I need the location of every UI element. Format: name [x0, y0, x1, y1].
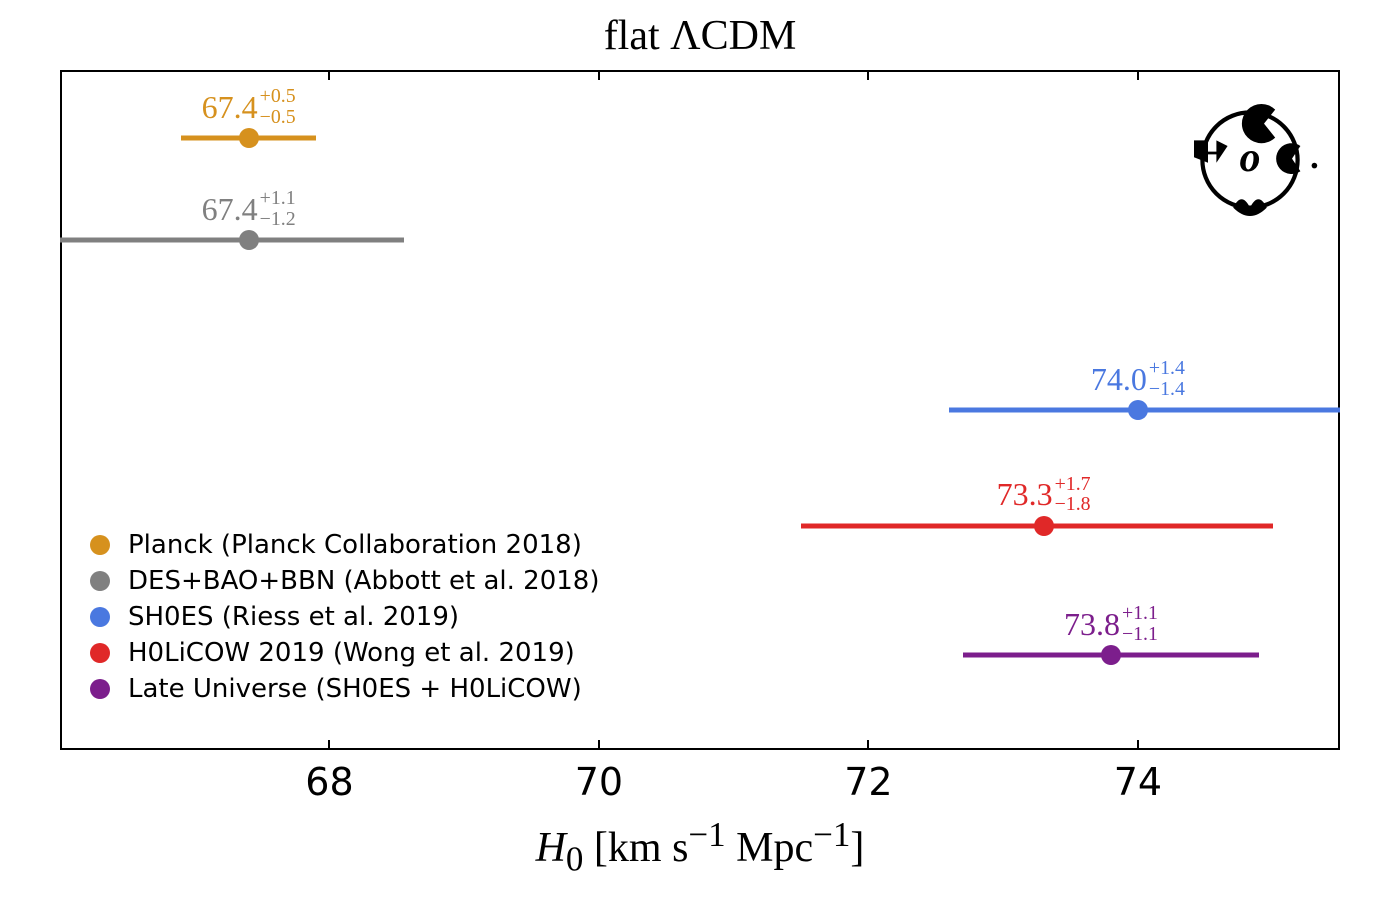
xtick-label: 74	[1114, 760, 1162, 804]
legend-label: Planck (Planck Collaboration 2018)	[128, 530, 582, 560]
data-point-planck	[239, 128, 259, 148]
svg-text:o: o	[1240, 135, 1261, 181]
tick-mark	[1137, 740, 1139, 750]
tick-mark	[598, 70, 600, 80]
value-label-planck: 67.4+0.5−0.5	[202, 86, 296, 128]
xtick-label: 72	[844, 760, 892, 804]
tick-mark	[867, 70, 869, 80]
holicow-logo-icon: o	[1180, 90, 1320, 235]
tick-mark	[867, 740, 869, 750]
data-point-shoes	[1128, 400, 1148, 420]
xtick-label: 70	[575, 760, 623, 804]
value-label-shoes: 74.0+1.4−1.4	[1091, 358, 1185, 400]
tick-mark	[598, 740, 600, 750]
x-axis-label: H0 [km s−1 Mpc−1]	[0, 815, 1400, 879]
legend-label: SH0ES (Riess et al. 2019)	[128, 602, 459, 632]
legend-label: Late Universe (SH0ES + H0LiCOW)	[128, 674, 582, 704]
legend-item-late: Late Universe (SH0ES + H0LiCOW)	[90, 674, 600, 704]
value-label-late: 73.8+1.1−1.1	[1064, 603, 1158, 645]
legend-marker-icon	[90, 679, 110, 699]
legend-marker-icon	[90, 643, 110, 663]
legend-marker-icon	[90, 535, 110, 555]
chart-title: flat ΛCDM	[0, 12, 1400, 60]
tick-mark	[1137, 70, 1139, 80]
legend-marker-icon	[90, 607, 110, 627]
tick-mark	[328, 740, 330, 750]
tick-mark	[328, 70, 330, 80]
legend-label: H0LiCOW 2019 (Wong et al. 2019)	[128, 638, 575, 668]
xtick-label: 68	[305, 760, 353, 804]
chart-container: flat ΛCDM 68 70 72 74 H0 [km s−1 Mpc−1] 67.4+0…	[0, 0, 1400, 900]
legend-item-planck: Planck (Planck Collaboration 2018)	[90, 530, 600, 560]
error-bar-des	[60, 238, 404, 243]
data-point-late	[1101, 645, 1121, 665]
legend-item-des: DES+BAO+BBN (Abbott et al. 2018)	[90, 566, 600, 596]
value-label-holicow: 73.3+1.7−1.8	[997, 474, 1091, 516]
value-label-des: 67.4+1.1−1.2	[202, 188, 296, 230]
legend-label: DES+BAO+BBN (Abbott et al. 2018)	[128, 566, 600, 596]
legend-item-holicow: H0LiCOW 2019 (Wong et al. 2019)	[90, 638, 600, 668]
data-point-des	[239, 230, 259, 250]
legend-marker-icon	[90, 571, 110, 591]
data-point-holicow	[1034, 516, 1054, 536]
legend-item-shoes: SH0ES (Riess et al. 2019)	[90, 602, 600, 632]
legend: Planck (Planck Collaboration 2018) DES+BA…	[90, 530, 600, 710]
